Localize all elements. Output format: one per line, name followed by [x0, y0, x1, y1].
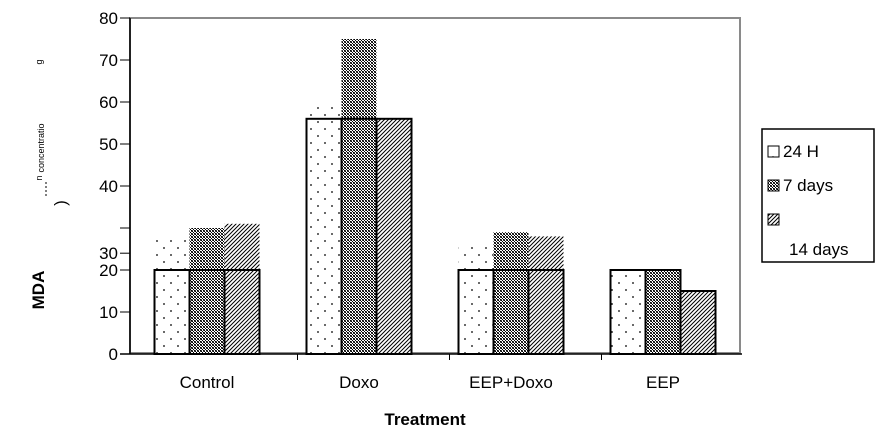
y-axis-fragment-n: n: [34, 175, 44, 180]
x-categories: Control Doxo EEP+Doxo EEP: [180, 354, 680, 392]
bar: [493, 232, 529, 354]
bar: [528, 236, 564, 354]
x-axis-title: Treatment: [384, 410, 466, 429]
legend: 24 H 7 days 14 days: [761, 128, 875, 263]
y-tick-label: 80: [99, 9, 118, 28]
y-tick-label: 30: [99, 244, 118, 263]
x-category-label: Doxo: [339, 373, 379, 392]
y-axis-fragment-g: g: [34, 59, 44, 64]
bar: [376, 118, 412, 354]
bar: [306, 102, 342, 354]
y-tick-label: 70: [99, 51, 118, 70]
y-tick-label: 40: [99, 177, 118, 196]
y-tick-label: 10: [99, 303, 118, 322]
y-tick-label: 0: [109, 345, 118, 364]
y-axis-fragment-concentration: concentratio: [36, 123, 46, 172]
bar: [154, 236, 190, 354]
bar: [341, 39, 377, 354]
legend-label-7days: 7 days: [783, 176, 833, 195]
bar: [680, 291, 716, 354]
bar: [458, 244, 494, 354]
x-category-label: Control: [180, 373, 235, 392]
y-axis-title: MDA: [29, 271, 48, 310]
legend-label-14days: 14 days: [789, 240, 849, 259]
x-category-label: EEP+Doxo: [469, 373, 553, 392]
legend-label-24h: 24 H: [783, 142, 819, 161]
bar: [610, 270, 646, 354]
legend-swatch-24h: [767, 145, 780, 158]
bar: [645, 270, 681, 354]
legend-swatch-14days: [767, 213, 780, 226]
legend-swatch-7days: [767, 179, 780, 192]
y-tick-label: 50: [99, 135, 118, 154]
bar: [224, 223, 260, 354]
y-tick-label: 20: [99, 261, 118, 280]
x-category-label: EEP: [646, 373, 680, 392]
legend-box: [761, 128, 875, 263]
y-tick-label: 60: [99, 93, 118, 112]
bar: [189, 228, 225, 354]
y-axis-fragment-paren: ): [51, 200, 70, 206]
bars-layer: [153, 39, 717, 355]
